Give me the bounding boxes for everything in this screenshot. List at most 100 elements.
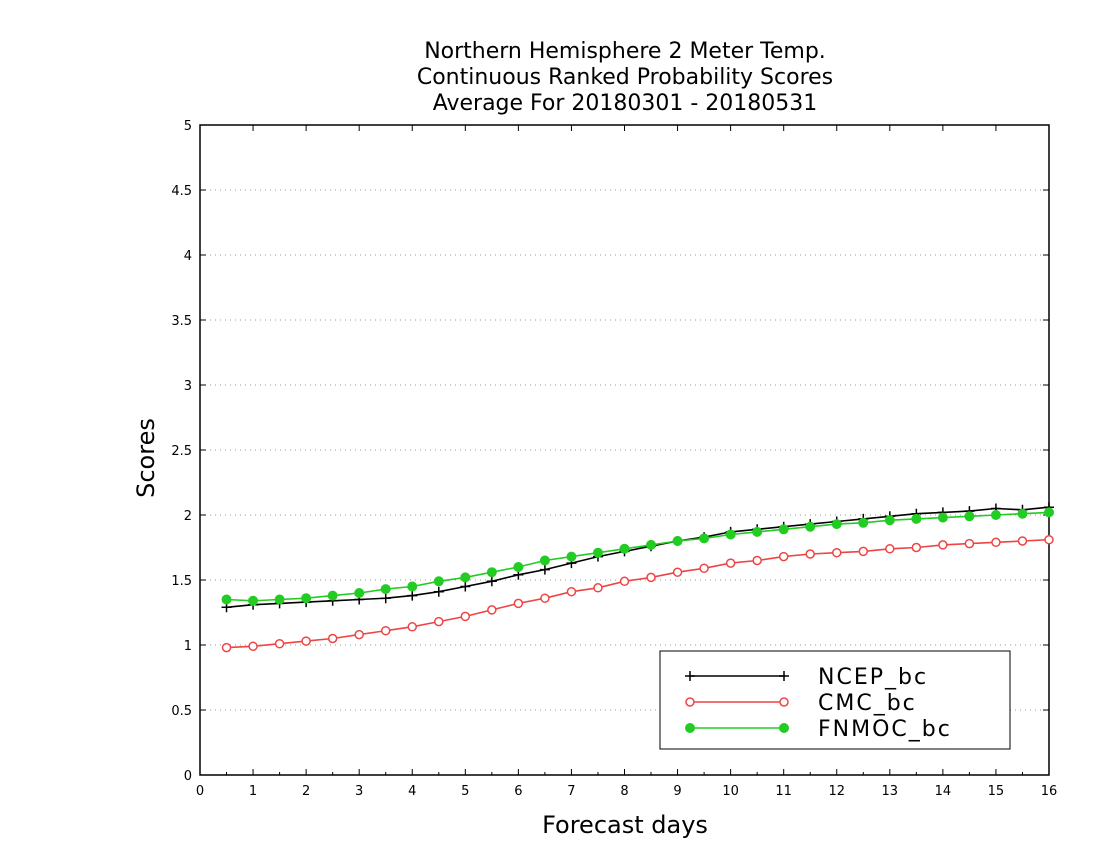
legend-marker-ncep-bc: [779, 671, 789, 681]
x-tick-label: 9: [673, 784, 681, 799]
legend-label-cmc-bc: CMC_bc: [818, 691, 917, 716]
y-tick-label: 1.5: [171, 574, 192, 589]
data-point-cmc-bc: [646, 572, 656, 583]
data-point-cmc-bc: [778, 551, 789, 562]
data-point-fnmoc-bc: [805, 521, 816, 532]
series-fnmoc-bc: [221, 507, 1054, 606]
legend-marker-fnmoc-bc: [779, 723, 789, 733]
data-point-fnmoc-bc: [539, 555, 550, 566]
y-tick-label: 3.5: [171, 314, 192, 329]
y-tick-label: 2: [184, 509, 192, 524]
data-point-fnmoc-bc: [619, 543, 630, 554]
y-tick-label: 0.5: [171, 704, 192, 719]
series-line-ncep-bc: [226, 506, 1050, 609]
data-point-ncep-bc: [407, 590, 418, 601]
data-point-ncep-bc: [433, 586, 444, 597]
y-tick-label: 0: [184, 769, 192, 784]
data-point-fnmoc-bc: [646, 539, 657, 550]
data-point-fnmoc-bc: [911, 513, 922, 524]
legend-entry-ncep-bc: NCEP_bc: [685, 665, 926, 690]
data-point-cmc-bc: [540, 593, 550, 603]
data-point-fnmoc-bc: [964, 511, 975, 522]
data-point-fnmoc-bc: [725, 529, 736, 540]
series-ncep-bc: [221, 502, 1054, 613]
data-point-fnmoc-bc: [752, 526, 763, 537]
data-point-fnmoc-bc: [274, 594, 285, 605]
data-point-fnmoc-bc: [513, 562, 524, 572]
y-axis-label: Scores: [132, 418, 160, 498]
y-axis-ticks: 0 0.5 1 1.5 2 2.5 3 3.5 4 4.5 5: [171, 119, 1049, 784]
data-point-fnmoc-bc: [672, 536, 683, 546]
legend-label-fnmoc-bc: FNMOC_bc: [818, 717, 952, 742]
data-point-cmc-bc: [513, 598, 524, 609]
data-point-cmc-bc: [460, 611, 471, 622]
y-tick-label: 4: [184, 249, 192, 264]
series-group: [221, 502, 1054, 653]
legend-box: [659, 650, 1011, 750]
legend-marker-ncep-bc: [685, 671, 695, 681]
data-point-cmc-bc: [1044, 534, 1054, 545]
x-tick-label: 2: [302, 784, 310, 799]
data-point-fnmoc-bc: [221, 594, 232, 605]
series-line-fnmoc-bc: [226, 511, 1050, 602]
series-cmc-bc: [221, 534, 1054, 653]
x-tick-label: 4: [408, 784, 416, 799]
x-tick-label: 14: [935, 784, 952, 799]
x-tick-label: 12: [828, 784, 845, 799]
data-point-fnmoc-bc: [407, 581, 418, 592]
data-point-fnmoc-bc: [486, 567, 497, 578]
y-tick-label: 5: [184, 119, 192, 134]
data-point-cmc-bc: [248, 641, 258, 652]
data-point-cmc-bc: [301, 636, 311, 646]
data-point-fnmoc-bc: [354, 588, 365, 598]
y-tick-label: 2.5: [171, 444, 192, 459]
data-point-cmc-bc: [805, 549, 815, 559]
data-point-fnmoc-bc: [460, 572, 471, 583]
data-point-fnmoc-bc: [1044, 507, 1054, 518]
data-point-fnmoc-bc: [858, 517, 869, 528]
data-point-ncep-bc: [460, 581, 471, 592]
data-point-fnmoc-bc: [831, 519, 842, 530]
x-tick-label: 10: [722, 784, 739, 799]
data-point-cmc-bc: [566, 586, 577, 597]
data-point-cmc-bc: [380, 625, 391, 636]
data-point-fnmoc-bc: [248, 595, 259, 606]
x-tick-label: 6: [514, 784, 522, 799]
data-point-ncep-bc: [539, 564, 550, 575]
data-point-fnmoc-bc: [566, 551, 577, 562]
data-point-cmc-bc: [858, 546, 869, 557]
data-point-cmc-bc: [938, 540, 948, 550]
y-tick-label: 4.5: [171, 184, 192, 199]
data-point-fnmoc-bc: [937, 512, 948, 523]
data-point-cmc-bc: [964, 538, 975, 549]
data-point-cmc-bc: [725, 558, 736, 568]
chart-title-line-1: Northern Hemisphere 2 Meter Temp.: [424, 39, 826, 64]
data-point-cmc-bc: [1017, 536, 1028, 546]
data-point-fnmoc-bc: [990, 510, 1001, 520]
grid-lines: [200, 124, 1049, 711]
chart-title: Northern Hemisphere 2 Meter Temp. Contin…: [417, 39, 833, 116]
data-point-cmc-bc: [752, 555, 762, 566]
data-point-fnmoc-bc: [380, 584, 391, 595]
data-point-ncep-bc: [486, 576, 497, 587]
data-point-cmc-bc: [911, 542, 922, 553]
data-point-cmc-bc: [354, 629, 364, 640]
data-point-cmc-bc: [274, 638, 285, 649]
x-tick-label: 7: [567, 784, 575, 799]
data-point-cmc-bc: [221, 642, 232, 653]
data-point-fnmoc-bc: [884, 515, 895, 526]
data-point-cmc-bc: [832, 547, 842, 558]
x-tick-label: 3: [355, 784, 363, 799]
data-point-fnmoc-bc: [592, 547, 603, 558]
x-tick-label: 11: [775, 784, 792, 799]
y-tick-label: 3: [184, 379, 192, 394]
data-point-ncep-bc: [380, 593, 391, 604]
x-tick-label: 8: [620, 784, 628, 799]
x-tick-label: 13: [882, 784, 899, 799]
y-tick-label: 1: [184, 639, 192, 654]
x-tick-label: 1: [249, 784, 257, 799]
x-tick-label: 5: [461, 784, 469, 799]
chart-title-line-3: Average For 20180301 - 20180531: [433, 91, 818, 116]
data-point-fnmoc-bc: [433, 576, 444, 587]
